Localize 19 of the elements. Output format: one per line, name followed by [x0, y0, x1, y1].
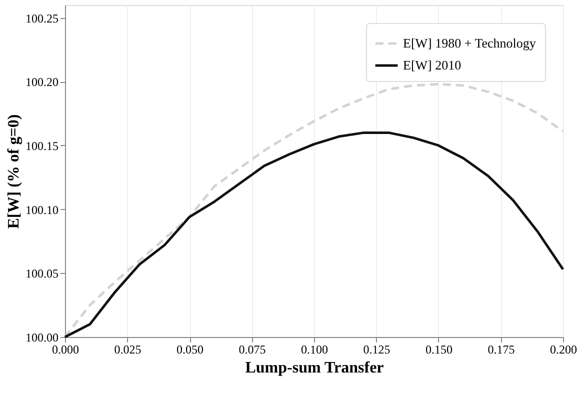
legend-label: E[W] 1980 + Technology: [403, 36, 536, 50]
y-tick-label: 100.15: [26, 138, 58, 153]
x-tick-label: 0.000: [52, 342, 79, 356]
x-tick-label: 0.025: [114, 342, 142, 356]
y-axis-title: E[W] (% of g=0): [6, 114, 22, 229]
y-tick-label: 100.10: [26, 202, 58, 217]
x-tick-label: 0.200: [550, 342, 577, 356]
x-axis-title: Lump-sum Transfer: [245, 360, 384, 376]
legend-label: E[W] 2010: [403, 58, 462, 72]
x-tick-label: 0.175: [488, 342, 515, 356]
x-tick-label: 0.100: [301, 342, 328, 356]
y-tick-label: 100.05: [26, 266, 58, 281]
x-tick-label: 0.150: [426, 342, 452, 356]
y-tick-label: 100.20: [26, 75, 58, 90]
x-tick-label: 0.125: [363, 342, 390, 356]
y-tick-label: 100.00: [26, 330, 58, 344]
y-tick-label: 100.25: [26, 11, 58, 26]
x-tick-label: 0.050: [176, 342, 204, 356]
x-tick-label: 0.075: [238, 342, 266, 356]
